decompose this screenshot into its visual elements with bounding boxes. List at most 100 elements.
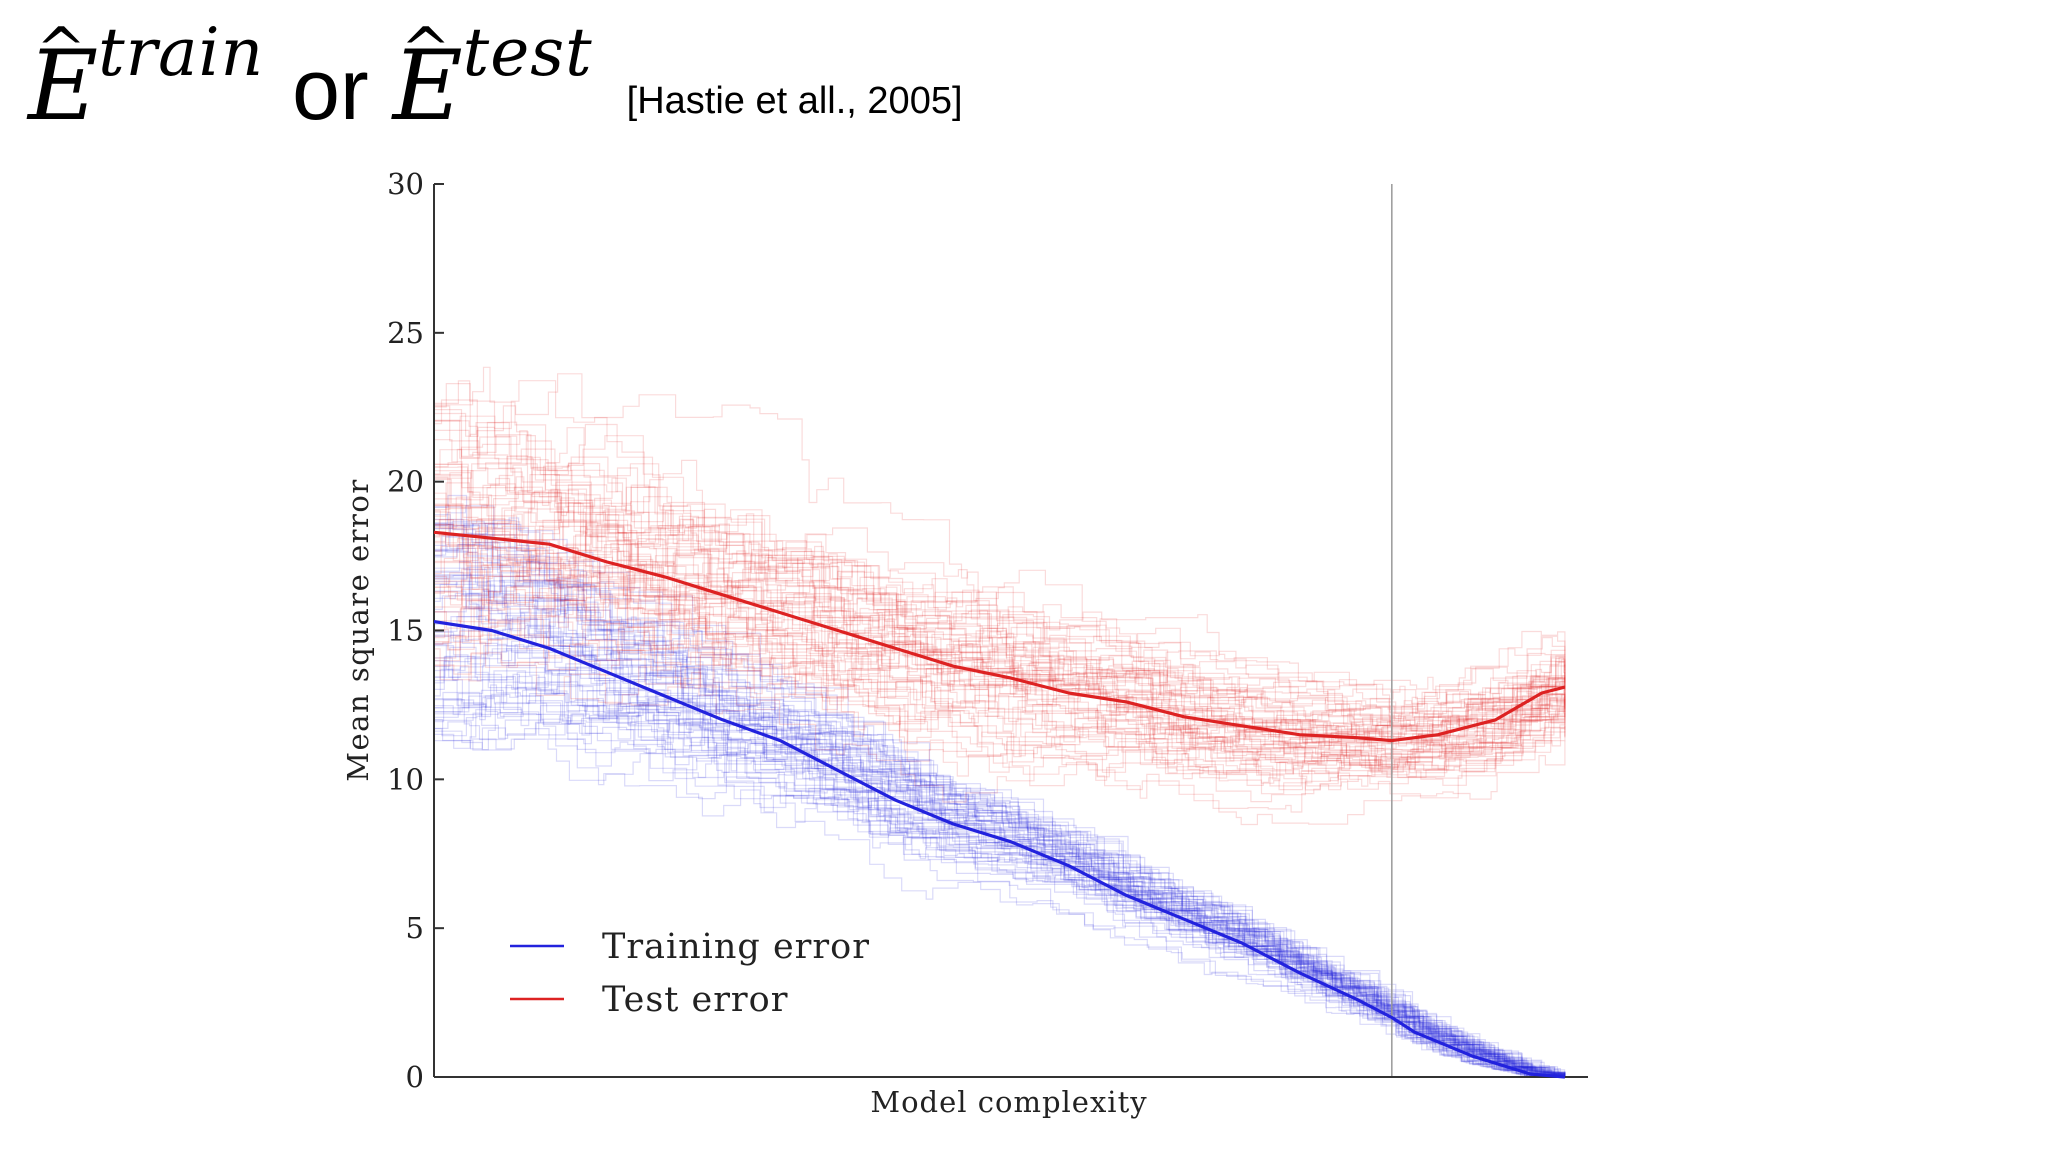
training-sample-curve [434,524,1566,1077]
test-sample-curve [434,597,1566,740]
test-sample-curve [434,550,1566,746]
test-sample-curve [434,509,1566,766]
test-sample-curve [434,556,1566,759]
test-sample-curve [434,405,1566,740]
test-sample-curve [434,473,1566,779]
test-sample-curve [434,525,1566,784]
training-sample-curve [434,518,1566,1077]
citation: [Hastie et all., 2005] [626,80,963,122]
training-sample-curve [434,698,1565,1078]
test-sample-curve [434,420,1566,700]
test-sample-curve [434,380,1566,731]
y-tick-label: 0 [406,1060,424,1094]
test-sample-curve [434,507,1566,749]
training-sample-curve [434,519,1566,1077]
training-sample-curve [434,567,1566,1077]
training-sample-curve [434,593,1565,1078]
e-test-symbol: ^ E [392,15,463,142]
test-sample-curve [434,415,1566,770]
test-sample-curve [434,503,1566,791]
test-sample-curve [434,518,1566,722]
training-sample-curve [434,675,1565,1078]
test-sample-curve [434,562,1566,765]
test-sample-curve [434,492,1566,755]
training-sample-curve [434,671,1566,1077]
training-sample-curve [434,506,1566,1077]
test-sample-curve [434,448,1566,787]
test-sample-curve [434,470,1566,740]
test-sample-curve [434,557,1566,765]
training-sample-curve [434,523,1566,1077]
test-sample-curve [434,596,1566,768]
test-sample-curve [434,497,1566,749]
test-sample-curve [434,467,1566,730]
training-sample-curve [434,592,1566,1077]
training-sample-curve [434,534,1565,1078]
test-sample-curve [434,466,1566,741]
training-sample-curve [434,692,1565,1078]
training-sample-curve [434,579,1566,1077]
training-sample-curve [434,718,1565,1078]
slide-title: ^ Etrain or ^ Etest[Hastie et all., 2005] [28,14,963,138]
training-sample-curve [434,581,1566,1077]
training-sample-curve [434,590,1566,1077]
test-sample-curve [434,435,1566,774]
test-sample-curve [434,503,1566,737]
test-sample-curve [434,527,1566,786]
legend-label: Test error [602,980,788,1020]
test-sample-curve [434,550,1566,740]
e-train-superscript: train [98,14,265,91]
training-sample-curve [434,574,1566,1077]
training-sample-curve [434,644,1566,1077]
training-sample-curve [434,692,1566,1077]
mean-curves [433,530,1566,1079]
test-sample-curve [434,412,1566,769]
training-sample-curve [434,608,1566,1077]
training-sample-curve [434,505,1565,1078]
e-test-superscript: test [462,14,593,91]
test-sample-curve [434,488,1566,694]
training-sample-curve [434,580,1566,1077]
test-sample-curve [434,435,1566,724]
title-connector: or [292,42,369,138]
training-sample-curve [434,584,1566,1077]
training-sample-curve [434,657,1566,1077]
training-sample-curve [434,616,1566,1077]
training-sample-curve [434,629,1565,1078]
training-sample-curve [434,661,1566,1077]
e-train-symbol: ^ E [28,15,99,142]
test-sample-curve [434,523,1566,813]
training-sample-curve [434,721,1566,1077]
test-sample-curve [434,533,1566,740]
test-sample-curve [434,463,1566,756]
training-sample-curve [434,575,1565,1078]
training-error-line [433,620,1566,1079]
hat-accent-icon: ^ [400,15,451,85]
test-sample-curve [434,568,1566,744]
y-tick-label: 30 [387,167,424,201]
test-sample-curve [434,462,1566,787]
test-error-line [433,530,1566,743]
test-sample-curve [434,476,1566,729]
hat-accent-icon: ^ [36,15,87,85]
training-sample-curve [434,494,1566,1077]
test-sample-curve [434,565,1566,719]
training-sample-curve [434,640,1566,1077]
y-tick-label: 20 [387,465,424,499]
test-sample-curve [434,524,1566,739]
training-sample-curve [434,660,1566,1078]
test-sample-curve [434,419,1566,724]
test-sample-curve [434,567,1566,773]
test-sample-curve [434,618,1566,795]
training-sample-curve [434,528,1566,1077]
legend-label: Training error [602,927,870,967]
training-sample-curve [434,644,1565,1078]
training-sample-curve [434,697,1565,1078]
training-sample-curve [434,535,1566,1077]
test-sample-curve [434,502,1566,742]
y-tick-label: 10 [387,762,424,796]
test-sample-curve [434,535,1566,770]
test-sample-curve [434,466,1566,748]
test-sample-curve [434,498,1566,803]
